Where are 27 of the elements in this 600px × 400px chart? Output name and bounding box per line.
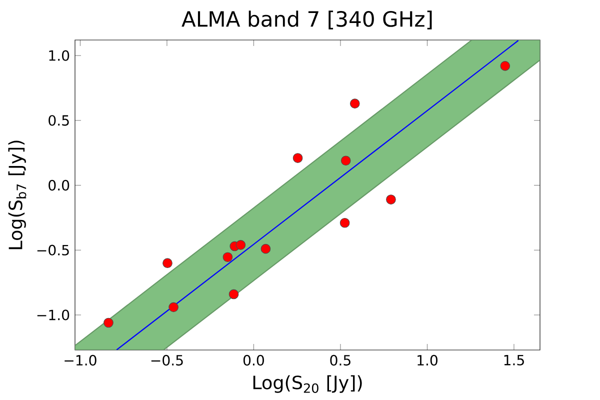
x-tick-label: 0.5 (330, 354, 350, 366)
x-tick-label: 0.0 (243, 354, 264, 366)
point (228, 289, 239, 300)
x-tick-label: −1.0 (64, 354, 96, 366)
x-tick-label: 1.0 (418, 354, 438, 366)
y-tick-label: −1.0 (37, 310, 70, 320)
point (350, 98, 360, 108)
point (260, 244, 271, 254)
y-axis-title: Log(S$_{b7}$ [Jy]) (8, 140, 26, 250)
point (340, 156, 351, 166)
y-tick-label: 0.0 (48, 180, 70, 191)
y-tick-label: 0.5 (48, 115, 69, 126)
x-tick-label: 1.5 (504, 354, 524, 366)
point (340, 218, 350, 228)
y-tick-label: 1.0 (49, 50, 70, 61)
x-axis-title: Log(S$_{20}$ [Jy]) (253, 375, 362, 393)
point (236, 240, 246, 250)
point (104, 318, 114, 328)
point (162, 258, 172, 268)
x-tick-label: −0.5 (151, 354, 183, 366)
point (168, 302, 178, 312)
point (386, 194, 396, 204)
point (500, 61, 510, 71)
point (292, 153, 303, 163)
chart-title: ALMA band 7 [340 GHz] (182, 10, 432, 30)
point (222, 252, 233, 262)
y-tick-label: −0.5 (37, 244, 69, 256)
